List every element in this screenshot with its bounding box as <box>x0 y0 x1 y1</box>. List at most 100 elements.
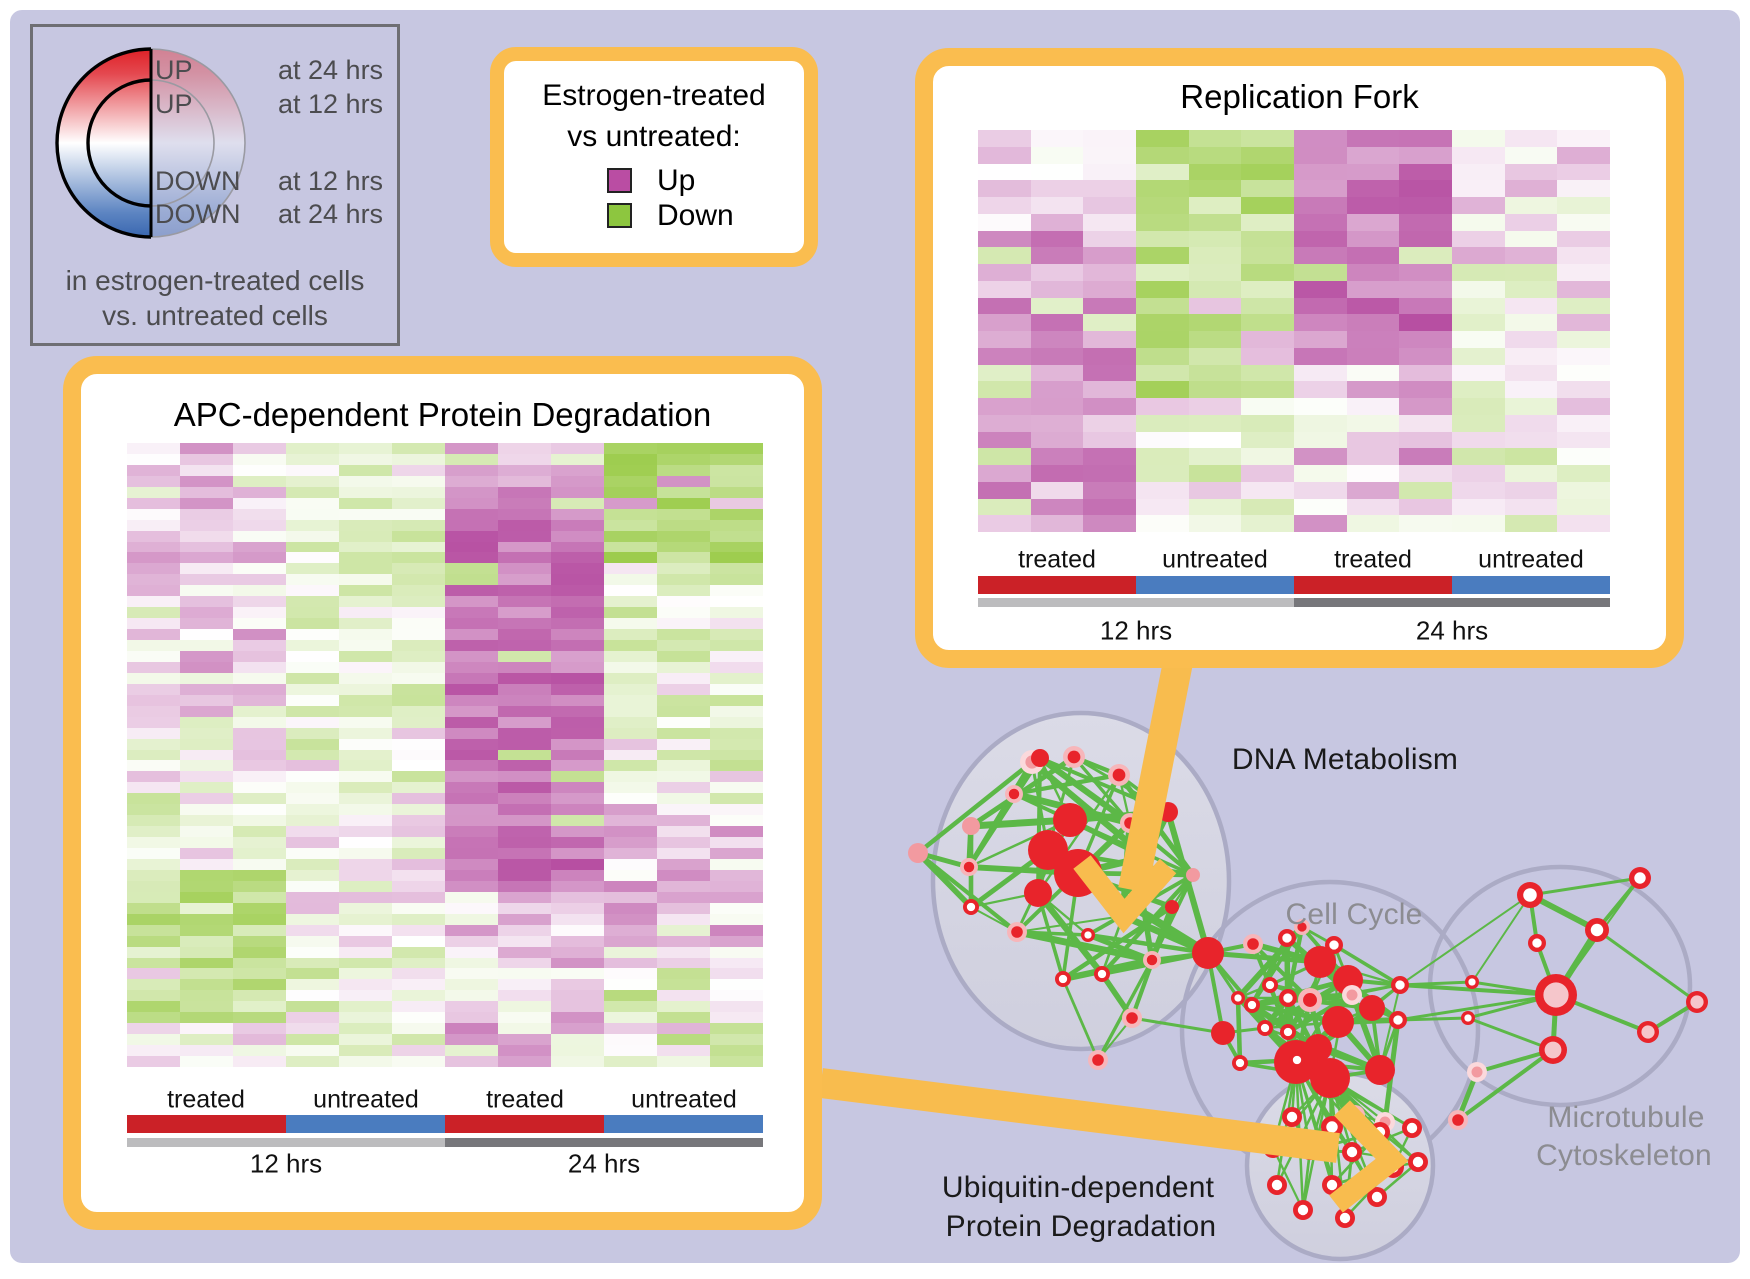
heatmap-cell <box>1294 264 1347 281</box>
heatmap-cell <box>710 651 763 662</box>
heatmap-cell <box>127 848 180 859</box>
heatmap-cell <box>1557 163 1610 181</box>
heatmap-cell <box>710 913 763 925</box>
heatmap-cell <box>339 760 392 772</box>
heatmap-cell <box>392 596 445 608</box>
heatmap-cell <box>286 705 339 717</box>
heatmap-cell <box>339 1001 392 1013</box>
heatmap-cell <box>551 661 604 673</box>
heatmap-cell <box>1504 247 1558 264</box>
network-node <box>1289 1052 1305 1068</box>
heatmap-cell <box>127 508 180 520</box>
network-node <box>963 899 979 915</box>
network-node <box>1342 985 1362 1005</box>
heatmap-cell <box>1136 515 1189 532</box>
heatmap-cell <box>1294 398 1347 415</box>
heatmap-cell <box>604 508 657 520</box>
heatmap-cell <box>1346 163 1400 181</box>
heatmap-cell <box>1399 515 1452 532</box>
heatmap-cell <box>978 264 1031 281</box>
heatmap-cell <box>286 869 339 881</box>
heatmap-cell <box>445 475 498 487</box>
heatmap-cell <box>1136 180 1189 197</box>
heatmap-cell <box>286 552 339 564</box>
network-node <box>908 843 928 863</box>
heatmap-cell <box>286 826 339 838</box>
heatmap-cell <box>127 891 180 903</box>
heatmap-cell <box>286 738 339 750</box>
down-label: Down <box>657 199 734 232</box>
heatmap-cell <box>1136 280 1189 298</box>
heatmap-cell <box>286 716 339 728</box>
heatmap-cell <box>1399 347 1452 365</box>
heatmap-cell <box>392 563 445 575</box>
heatmap-cell <box>286 683 339 695</box>
network-node <box>1262 977 1278 993</box>
heatmap-cell <box>286 464 339 476</box>
network-node <box>1081 928 1095 942</box>
heatmap-cell <box>127 935 180 947</box>
heatmap-cell <box>551 880 604 892</box>
heatmap-cell <box>339 552 392 564</box>
heatmap-cell <box>1241 247 1294 264</box>
heatmap-cell <box>710 760 763 772</box>
heatmap-cell <box>657 749 710 761</box>
heatmap-cell <box>1030 331 1084 348</box>
heatmap-cell <box>551 508 604 520</box>
heatmap-cell <box>286 957 339 969</box>
heatmap-cell <box>498 946 551 958</box>
heatmap-cell <box>604 563 657 575</box>
heatmap-cell <box>286 607 339 619</box>
heatmap-cell <box>657 848 710 859</box>
heatmap-cell <box>710 869 763 881</box>
heatmap-cell <box>710 848 763 859</box>
heatmap-cell <box>604 486 657 498</box>
heatmap-cell <box>233 979 286 991</box>
apc-24hrs-bar <box>445 1138 763 1147</box>
heatmap-cell <box>286 443 339 454</box>
heatmap-cell <box>604 957 657 969</box>
heatmap-cell <box>1452 146 1505 164</box>
heatmap-cell <box>1557 431 1610 449</box>
heatmap-cell <box>657 661 710 673</box>
heatmap-cell <box>392 508 445 520</box>
heatmap-cell <box>1083 297 1136 315</box>
network-node <box>1143 951 1161 969</box>
heatmap-cell <box>1294 364 1347 382</box>
heatmap-cell <box>233 848 286 859</box>
heatmap-cell <box>445 793 498 805</box>
heatmap-cell <box>1346 465 1400 482</box>
heatmap-cell <box>286 1023 339 1035</box>
heatmap-cell <box>978 398 1031 415</box>
heatmap-cell <box>1452 314 1505 331</box>
heatmap-cell <box>710 443 763 454</box>
heatmap-cell <box>180 607 233 619</box>
heatmap-cell <box>978 230 1031 248</box>
heatmap-cell <box>180 902 233 914</box>
heatmap-cell <box>1294 280 1347 298</box>
heatmap-cell <box>1557 180 1610 197</box>
heatmap-cell <box>1136 247 1189 264</box>
heatmap-cell <box>1241 297 1294 315</box>
heatmap-cell <box>286 541 339 553</box>
heatmap-cell <box>1294 331 1347 348</box>
heatmap-cell <box>127 957 180 969</box>
heatmap-cell <box>978 381 1031 398</box>
heatmap-cell <box>1452 280 1505 298</box>
heatmap-cell <box>604 530 657 542</box>
network-node <box>1448 1110 1468 1130</box>
heatmap-cell <box>445 563 498 575</box>
heatmap-cell <box>498 453 551 465</box>
heatmap-cell <box>1557 364 1610 382</box>
heatmap-cell <box>551 738 604 750</box>
heatmap-cell <box>339 443 392 454</box>
heatmap-cell <box>286 990 339 1002</box>
heatmap-cell <box>1452 197 1505 214</box>
heatmap-cell <box>710 804 763 816</box>
heatmap-cell <box>445 913 498 925</box>
heatmap-cell <box>551 552 604 564</box>
heatmap-cell <box>551 618 604 630</box>
heatmap-cell <box>1188 431 1242 449</box>
heatmap-cell <box>1452 297 1505 315</box>
heatmap-cell <box>604 443 657 454</box>
